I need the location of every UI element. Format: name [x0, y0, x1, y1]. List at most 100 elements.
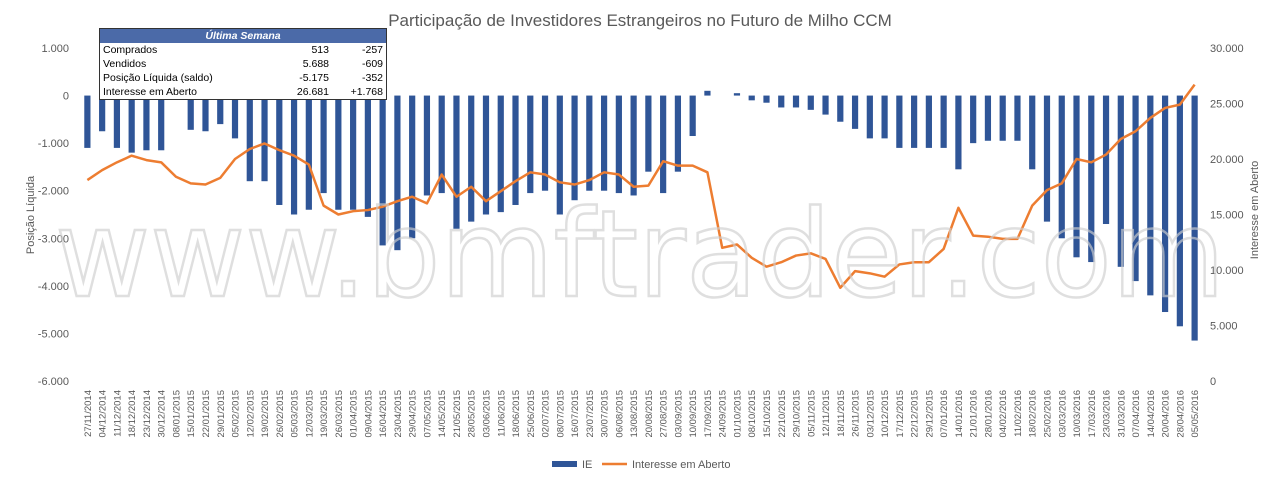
x-tick-label: 24/09/2015: [718, 390, 729, 438]
bar-ie: [158, 95, 165, 151]
x-tick-label: 29/10/2015: [792, 390, 803, 438]
x-tick-label: 30/07/2015: [600, 390, 611, 438]
x-tick-label: 03/12/2015: [865, 390, 876, 438]
x-axis-ticks: 27/11/2014 04/12/2014 11/12/2014 18/12/2014…: [83, 390, 1201, 438]
y-right-tick-label: 15.000: [1210, 210, 1244, 222]
y-axis-left: 1.000 0 -1.000 -2.000 -3.000 -4.000 -5.000 -6.0…: [38, 43, 69, 388]
y-right-tick-label: 10.000: [1210, 265, 1244, 277]
x-tick-label: 31/03/2016: [1116, 390, 1127, 438]
x-tick-label: 15/10/2015: [762, 390, 773, 438]
x-tick-label: 28/01/2016: [983, 390, 994, 438]
x-tick-label: 15/01/2015: [186, 390, 197, 438]
bar-ie: [335, 95, 342, 210]
summary-label: Posição Líquida (saldo): [103, 72, 213, 84]
bar-ie: [571, 95, 578, 201]
bar-ie: [733, 93, 741, 96]
x-tick-label: 23/12/2014: [142, 390, 153, 438]
bar-ie: [866, 95, 873, 139]
bar-ie: [409, 95, 416, 239]
bar-ie: [1161, 95, 1169, 313]
bar-ie: [630, 95, 637, 196]
y-right-tick-label: 20.000: [1210, 154, 1244, 166]
x-tick-label: 27/08/2015: [659, 390, 670, 438]
x-tick-label: 18/12/2014: [127, 390, 138, 438]
bar-ie: [792, 95, 800, 108]
x-tick-label: 05/11/2015: [806, 390, 817, 437]
y-left-tick-label: -2.000: [38, 186, 69, 198]
bar-ie: [1088, 95, 1095, 263]
summary-value: 26.681: [296, 86, 329, 98]
bar-ie: [482, 95, 490, 215]
bar-ie: [689, 95, 696, 137]
bar-ie: [837, 95, 844, 122]
bar-ie: [1058, 95, 1065, 239]
bar-ie: [468, 95, 475, 222]
bar-ie: [1073, 95, 1080, 258]
x-tick-label: 10/09/2015: [688, 390, 699, 438]
bar-ie: [1043, 95, 1051, 222]
summary-value: -5.175: [299, 72, 329, 84]
bar-ie: [246, 95, 253, 182]
bar-ie: [778, 95, 785, 108]
summary-value: 5.688: [302, 58, 329, 70]
x-tick-label: 19/03/2015: [319, 390, 330, 438]
x-tick-label: 22/10/2015: [777, 390, 788, 438]
x-tick-label: 27/11/2014: [83, 390, 94, 437]
summary-label: Vendidos: [103, 58, 147, 70]
bar-ie: [940, 95, 947, 148]
x-tick-label: 23/07/2015: [585, 390, 596, 438]
x-tick-label: 01/04/2015: [349, 390, 360, 438]
x-tick-label: 26/02/2015: [275, 390, 286, 438]
bar-ie: [556, 95, 563, 215]
bar-ie: [84, 95, 91, 148]
bar-ie: [911, 95, 918, 148]
summary-row: Interesse em Aberto 26.681 +1.768: [100, 85, 387, 100]
x-tick-label: 11/12/2014: [112, 390, 123, 437]
x-tick-label: 05/03/2015: [290, 390, 301, 438]
bar-ie: [763, 95, 770, 103]
bar-ie: [261, 95, 268, 182]
x-tick-label: 16/07/2015: [570, 390, 581, 438]
bar-ie: [394, 95, 401, 251]
bar-ie: [925, 95, 932, 148]
bar-ie: [217, 95, 224, 125]
y-left-tick-label: -3.000: [38, 233, 69, 245]
y-right-tick-label: 5.000: [1210, 321, 1238, 333]
bar-ie: [586, 95, 593, 191]
x-tick-label: 17/12/2015: [895, 390, 906, 438]
y-right-tick-label: 25.000: [1210, 99, 1244, 111]
y-left-tick-label: -1.000: [38, 138, 69, 150]
bar-ie: [364, 95, 371, 217]
x-tick-label: 22/01/2015: [201, 390, 212, 438]
x-tick-label: 04/12/2014: [98, 390, 109, 438]
summary-table: Última Semana Comprados 513 -257 Vendido…: [99, 28, 387, 100]
bar-ie: [423, 95, 431, 196]
x-tick-label: 16/04/2015: [378, 390, 389, 438]
x-tick-label: 23/03/2016: [1102, 390, 1113, 438]
bar-ie: [704, 90, 711, 96]
y-left-tick-label: -6.000: [38, 376, 69, 388]
bar-ie: [984, 95, 992, 141]
bar-ie: [807, 95, 814, 110]
x-tick-label: 12/11/2015: [821, 390, 832, 437]
x-tick-label: 07/05/2015: [422, 390, 433, 438]
summary-label: Interesse em Aberto: [103, 86, 197, 98]
legend: IE Interesse em Aberto: [552, 459, 730, 471]
bar-ie: [999, 95, 1006, 141]
x-tick-label: 25/02/2016: [1042, 390, 1053, 438]
line-interesse-em-aberto: [86, 83, 1196, 290]
x-tick-label: 18/11/2015: [836, 390, 847, 437]
x-tick-label: 05/02/2015: [231, 390, 242, 438]
bar-ie: [1176, 95, 1183, 327]
x-tick-label: 11/06/2015: [496, 390, 507, 437]
x-tick-label: 08/07/2015: [555, 390, 566, 438]
x-tick-label: 18/06/2015: [511, 390, 522, 438]
x-tick-label: 10/12/2015: [880, 390, 891, 438]
bars: [84, 90, 1198, 341]
x-tick-label: 30/12/2014: [157, 390, 168, 438]
bar-ie: [231, 95, 239, 139]
y-left-tick-label: 0: [63, 91, 69, 103]
watermark: www.bmftrader.com: [55, 186, 1225, 325]
x-tick-label: 20/04/2016: [1161, 390, 1172, 438]
summary-change: +1.768: [350, 86, 383, 98]
